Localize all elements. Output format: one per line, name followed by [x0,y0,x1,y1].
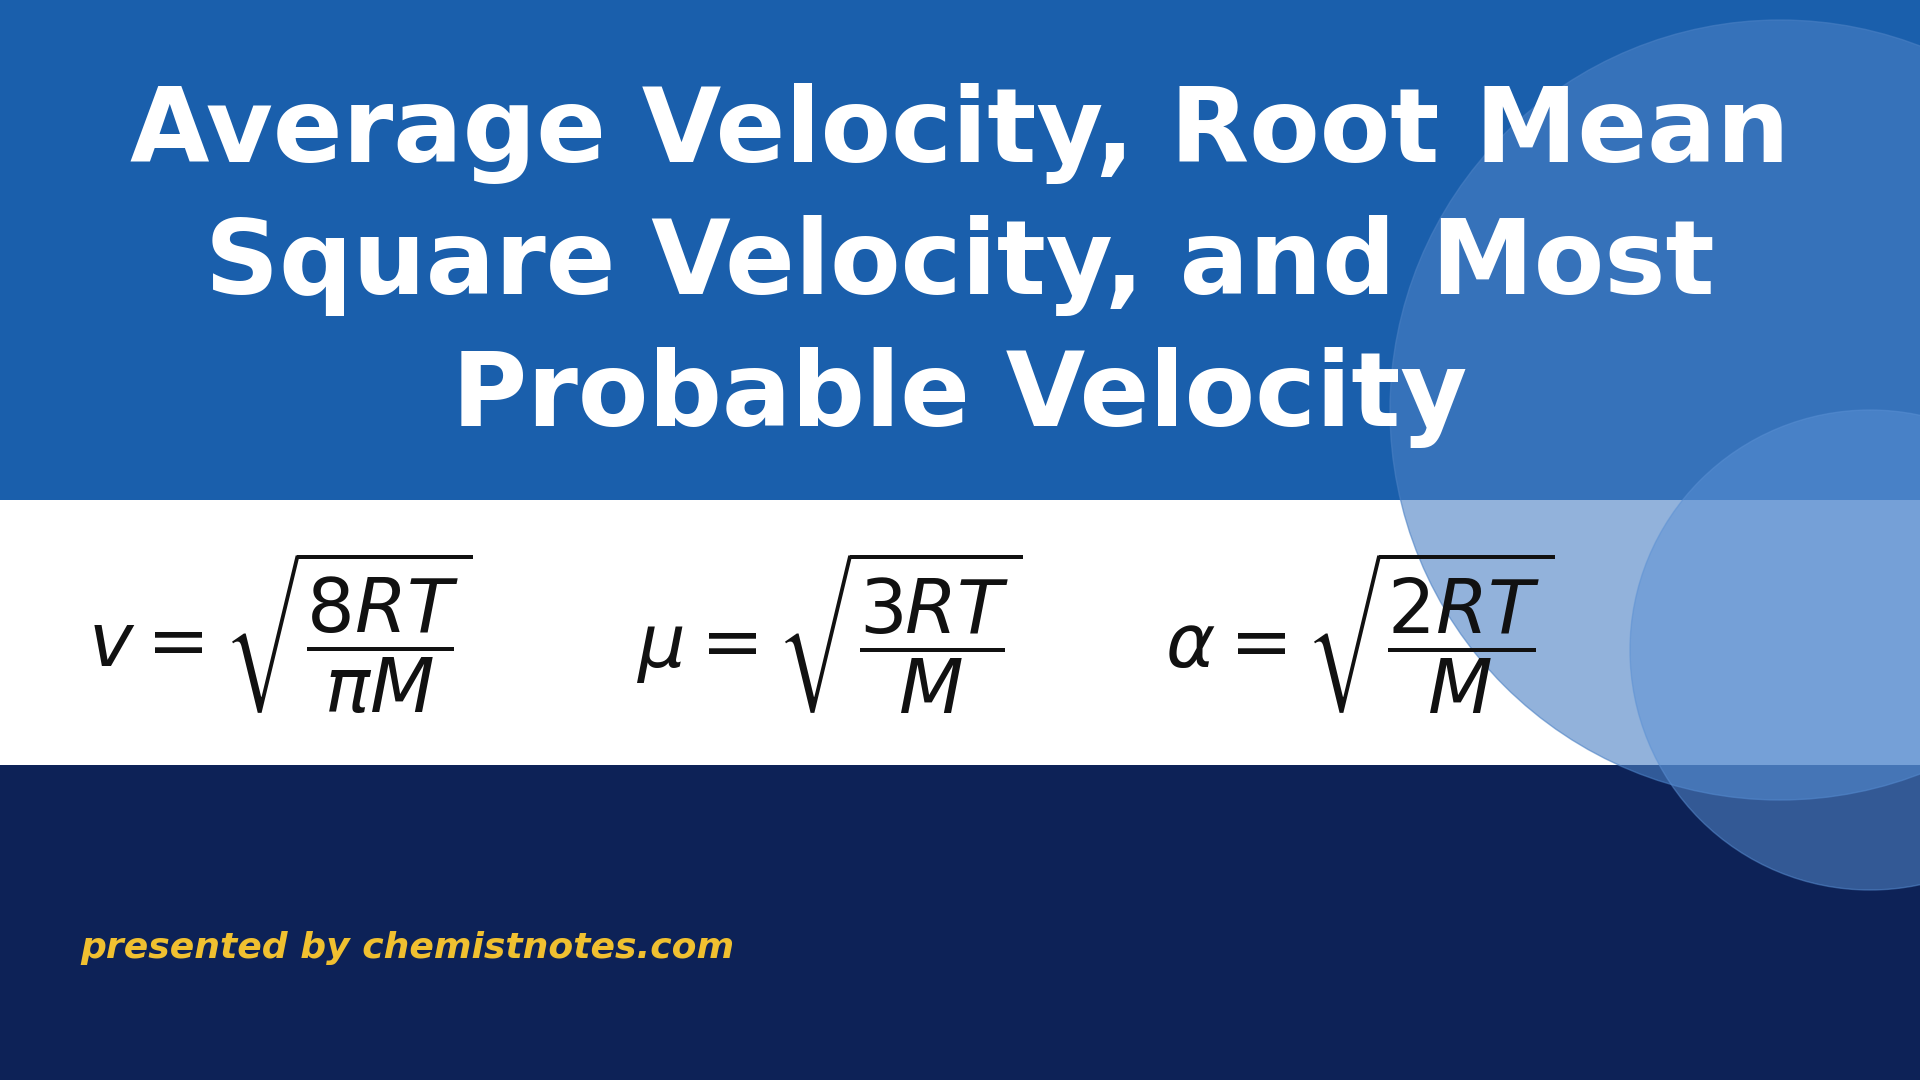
Circle shape [1390,21,1920,800]
Text: $\mu = \sqrt{\dfrac{3RT}{M}}$: $\mu = \sqrt{\dfrac{3RT}{M}}$ [637,550,1023,716]
Bar [0,0,1920,500]
Text: Square Velocity, and Most: Square Velocity, and Most [205,215,1715,316]
Circle shape [1630,410,1920,890]
Bar [0,765,1920,1080]
Text: presented by chemistnotes.com: presented by chemistnotes.com [81,931,733,964]
Text: $\alpha = \sqrt{\dfrac{2RT}{M}}$: $\alpha = \sqrt{\dfrac{2RT}{M}}$ [1165,550,1555,716]
Text: Probable Velocity: Probable Velocity [453,347,1467,448]
Bar [0,500,1920,765]
Text: $v = \sqrt{\dfrac{8RT}{\pi M}}$: $v = \sqrt{\dfrac{8RT}{\pi M}}$ [88,550,472,716]
Text: Average Velocity, Root Mean: Average Velocity, Root Mean [131,83,1789,185]
